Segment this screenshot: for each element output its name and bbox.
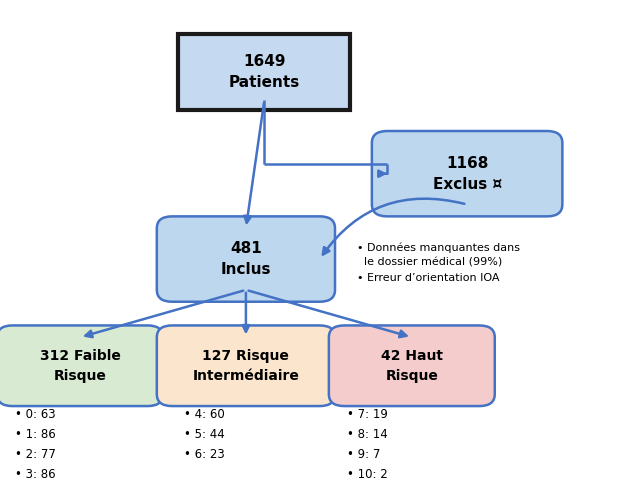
- FancyBboxPatch shape: [157, 326, 335, 406]
- Text: 1168
Exclus ¤: 1168 Exclus ¤: [433, 156, 502, 192]
- Text: 1649
Patients: 1649 Patients: [229, 54, 300, 90]
- FancyBboxPatch shape: [329, 326, 495, 406]
- Text: 127 Risque
Intermédiaire: 127 Risque Intermédiaire: [192, 349, 299, 382]
- Text: 42 Haut
Risque: 42 Haut Risque: [381, 349, 443, 382]
- FancyBboxPatch shape: [0, 326, 163, 406]
- Text: • 7: 19
• 8: 14
• 9: 7
• 10: 2: • 7: 19 • 8: 14 • 9: 7 • 10: 2: [347, 409, 388, 482]
- Text: • Données manquantes dans
  le dossier médical (99%)
• Erreur d’orientation IOA: • Données manquantes dans le dossier méd…: [357, 243, 520, 283]
- FancyBboxPatch shape: [372, 131, 562, 216]
- Text: • 4: 60
• 5: 44
• 6: 23: • 4: 60 • 5: 44 • 6: 23: [184, 409, 225, 461]
- Text: 312 Faible
Risque: 312 Faible Risque: [40, 349, 120, 382]
- FancyBboxPatch shape: [178, 34, 350, 110]
- Text: • 0: 63
• 1: 86
• 2: 77
• 3: 86: • 0: 63 • 1: 86 • 2: 77 • 3: 86: [16, 409, 56, 482]
- FancyBboxPatch shape: [157, 216, 335, 302]
- Text: 481
Inclus: 481 Inclus: [221, 241, 271, 277]
